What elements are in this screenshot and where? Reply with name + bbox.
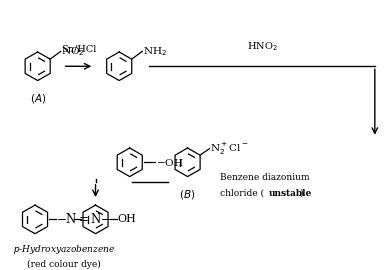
- Text: $(A)$: $(A)$: [29, 92, 46, 105]
- Text: $-$N$=$N$-$: $-$N$=$N$-$: [56, 212, 112, 227]
- Text: (red colour dye): (red colour dye): [27, 260, 101, 269]
- Text: $p$-Hydroxyazobenzene: $p$-Hydroxyazobenzene: [13, 243, 115, 256]
- Text: Sn/HCl: Sn/HCl: [61, 44, 96, 53]
- Text: $-$OH: $-$OH: [156, 157, 184, 168]
- Text: N$_2^+$Cl$^-$: N$_2^+$Cl$^-$: [210, 141, 249, 157]
- Text: NO$_2$: NO$_2$: [61, 45, 85, 58]
- Text: chloride (: chloride (: [220, 189, 265, 198]
- Text: $(B)$: $(B)$: [180, 188, 196, 201]
- Text: NH$_2$: NH$_2$: [143, 45, 167, 58]
- Text: OH: OH: [117, 214, 136, 224]
- Text: Benzene diazonium: Benzene diazonium: [220, 173, 310, 182]
- Text: unstable: unstable: [269, 189, 312, 198]
- Text: ): ): [299, 189, 303, 198]
- Text: HNO$_2$: HNO$_2$: [247, 40, 278, 53]
